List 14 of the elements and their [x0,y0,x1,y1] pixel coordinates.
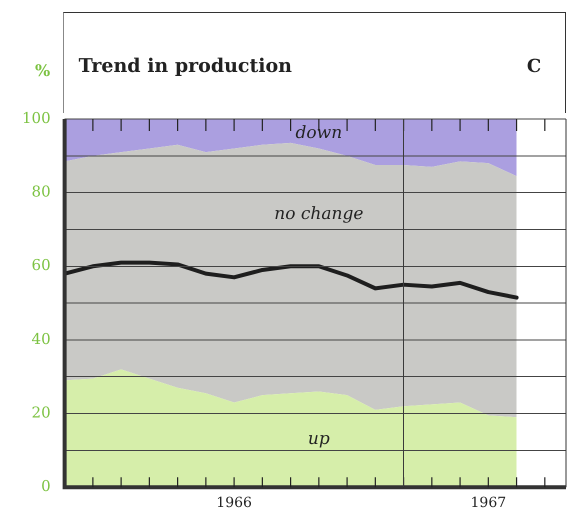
series-label: no change [274,204,364,224]
chart-title: Trend in production [78,55,292,77]
text: C [526,56,542,77]
x-tick-label: 1966 [216,495,252,512]
series-label: down [296,123,342,144]
series-label: up [308,428,330,449]
y-tick-label: 0 [41,477,51,496]
y-axis-title: % [35,61,50,80]
y-tick-label: 80 [32,182,51,201]
y-tick-label: 40 [32,330,51,348]
x-tick-label: 1967 [470,495,506,512]
y-tick-label: 100 [22,108,51,127]
y-tick-label: 60 [32,256,51,274]
y-tick-label: 20 [32,403,51,422]
